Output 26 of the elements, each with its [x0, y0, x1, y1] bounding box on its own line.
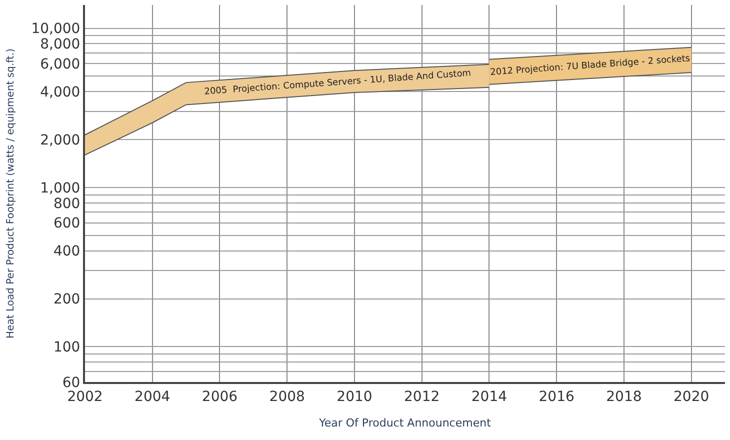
y-axis-title: Heat Load Per Product Footprint (watts / equipment sq.ft.) — [6, 48, 17, 338]
y-tick-label: 800 — [53, 196, 80, 212]
y-tick-label: 600 — [53, 216, 80, 232]
x-tick-label: 2012 — [404, 388, 440, 405]
x-tick-label: 2002 — [67, 388, 103, 405]
x-tick-label: 2020 — [674, 388, 710, 405]
y-tick-label: 6,000 — [40, 56, 80, 72]
x-tick-label: 2018 — [606, 388, 642, 405]
annotation: 2012 Projection: 7U Blade Bridge - 2 sockets — [490, 54, 691, 78]
y-tick-label: 1,000 — [40, 180, 80, 196]
y-tick-label: 2,000 — [40, 132, 80, 148]
x-tick-label: 2006 — [202, 388, 238, 405]
x-tick-label: 2016 — [538, 388, 574, 405]
y-tick-label: 4,000 — [40, 84, 80, 101]
x-axis-title: Year Of Product Announcement — [318, 416, 492, 430]
x-tick-label: 2010 — [336, 388, 372, 405]
y-tick-label: 100 — [53, 340, 80, 356]
annotation: 2005 Projection: Compute Servers - 1U, Blade And Custom — [204, 68, 472, 98]
y-tick-label: 60 — [62, 374, 80, 391]
y-tick-label: 10,000 — [31, 21, 80, 38]
x-tick-label: 2014 — [471, 388, 508, 405]
x-tick-label: 2008 — [269, 388, 305, 405]
x-tick-label: 2004 — [134, 388, 170, 405]
y-tick-label: 400 — [53, 244, 80, 260]
y-tick-label: 200 — [53, 292, 80, 308]
y-tick-label: 8,000 — [40, 36, 80, 53]
